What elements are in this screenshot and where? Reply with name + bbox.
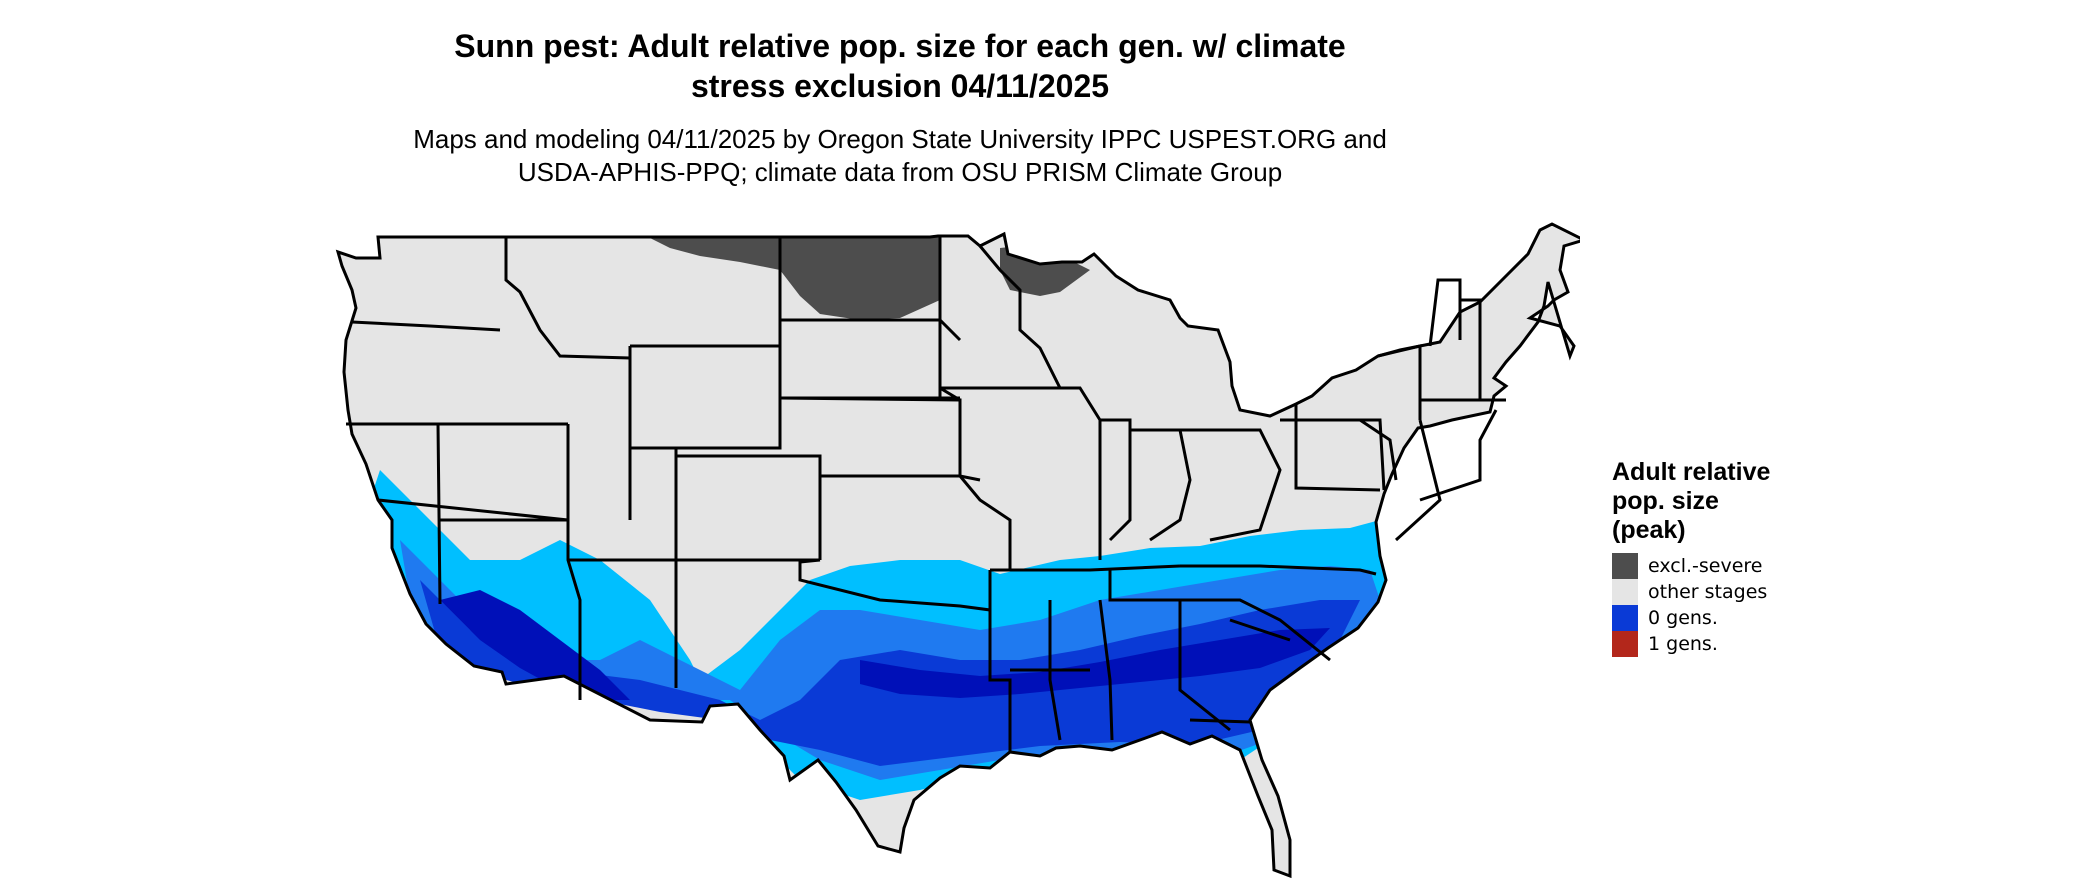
legend-title-line: (peak) [1612,516,1686,544]
legend-label: excl.-severe [1648,555,1763,577]
legend-swatch [1612,553,1638,579]
map-title-line-1: Sunn pest: Adult relative pop. size for … [454,28,1346,64]
legend-title-line: Adult relative [1612,458,1771,486]
legend-item-0-gens: 0 gens. [1612,605,1912,631]
us-map [335,222,1580,879]
legend-item-excluded: excl.-severe [1612,553,1912,579]
legend-swatch [1612,579,1638,605]
zone-dark-blue-southwest [440,590,630,700]
map-title-line-2: stress exclusion 04/11/2025 [690,68,1110,104]
map-subtitle-line-1: Maps and modeling 04/11/2025 by Oregon S… [413,124,1387,154]
legend-item-1-gens: 1 gens. [1612,631,1912,657]
map-subtitle-line-2: USDA-APHIS-PPQ; climate data from OSU PR… [517,157,1283,187]
land-fill [338,224,1580,876]
legend-title: Adult relative pop. size (peak) [1612,458,1912,545]
legend-label: other stages [1648,581,1768,603]
legend-title-line: pop. size [1612,487,1719,515]
legend-item-other-stages: other stages [1612,579,1912,605]
legend-swatch [1612,631,1638,657]
legend-label: 0 gens. [1648,607,1718,629]
legend-swatch [1612,605,1638,631]
legend-label: 1 gens. [1648,633,1718,655]
state-borders [335,222,1580,879]
map-legend: Adult relative pop. size (peak) excl.-se… [1612,458,1912,657]
zone-dark-blue [860,628,1330,698]
excluded-region-montana-dakota [650,236,940,320]
